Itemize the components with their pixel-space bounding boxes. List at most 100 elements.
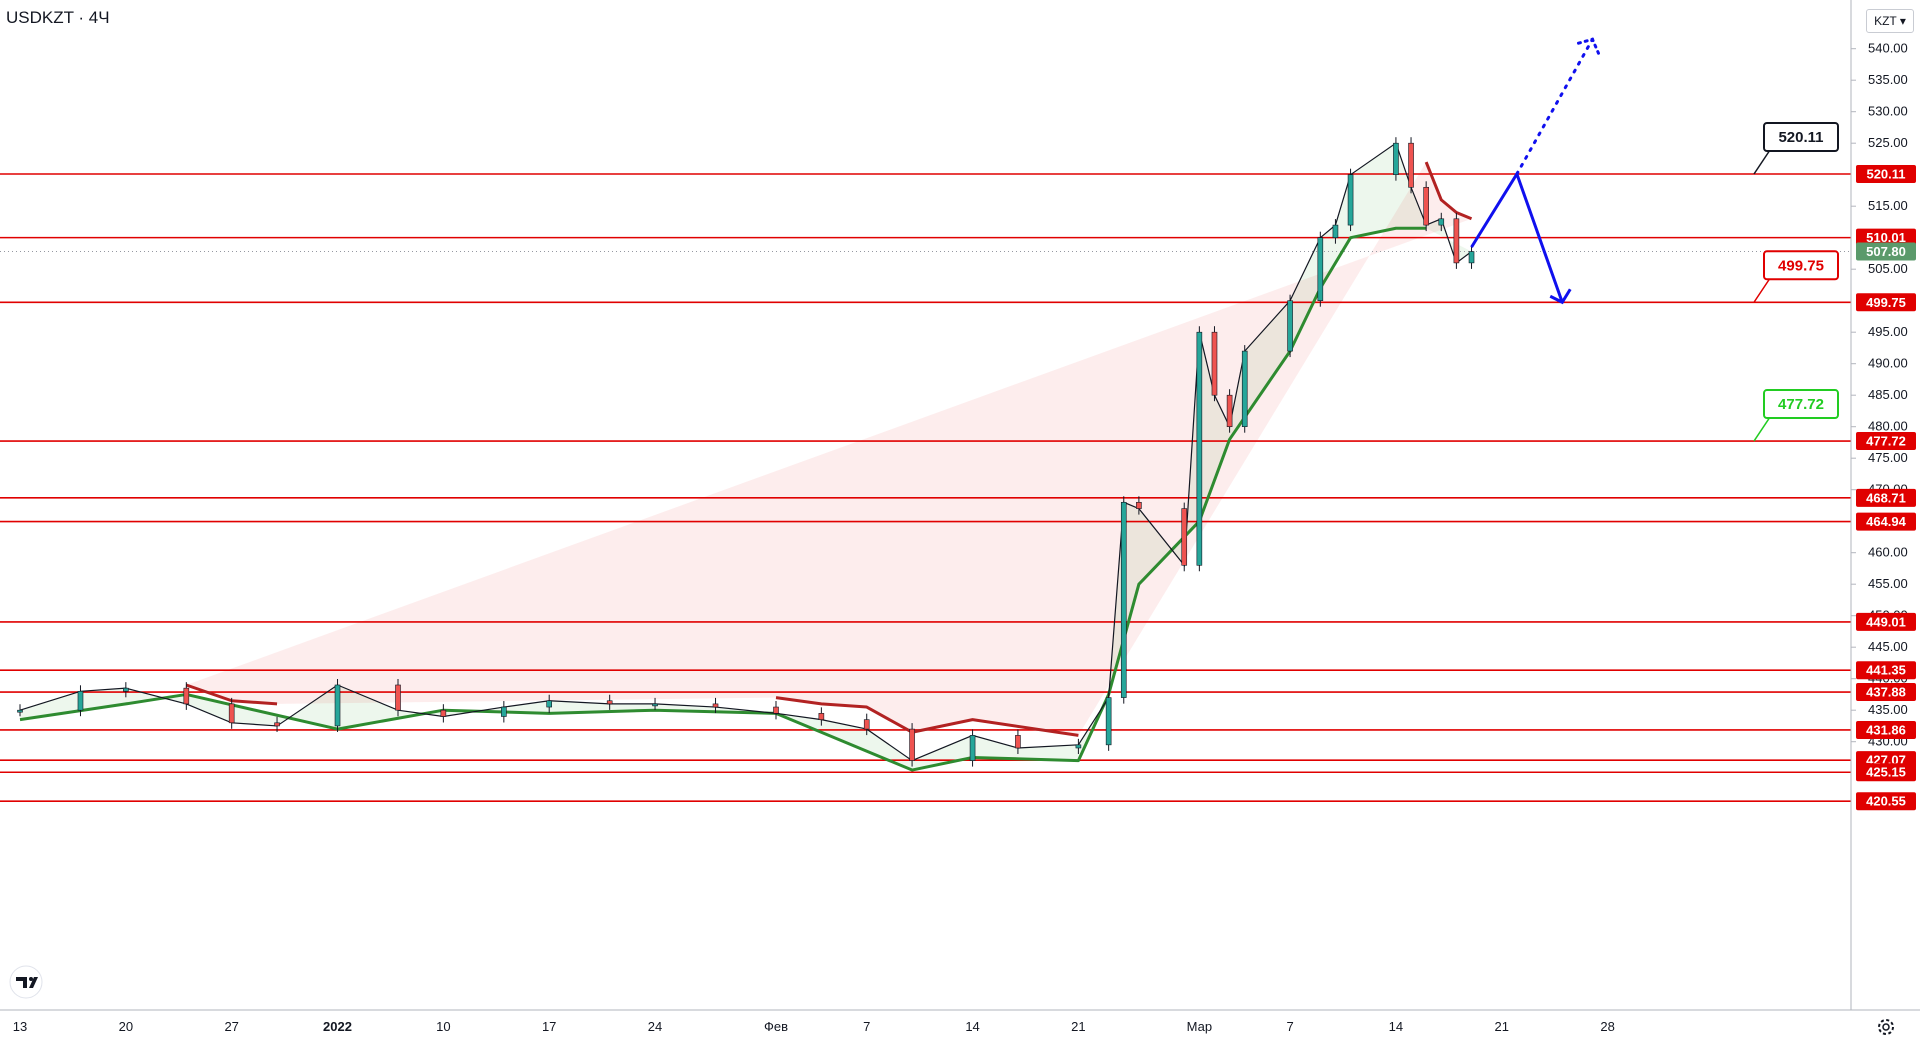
- candle-body: [440, 709, 447, 717]
- bull-trail-line: [19, 226, 1427, 772]
- level-price-label: 441.35: [1866, 663, 1906, 678]
- candle-body: [17, 709, 23, 713]
- cloud-fills: [20, 143, 1472, 771]
- forecast-arrowhead: [1549, 288, 1572, 305]
- level-price-box: [1856, 432, 1916, 451]
- candle-body: [546, 700, 553, 708]
- level-price-label: 464.94: [1866, 514, 1907, 529]
- price-tick-label: 490.00: [1868, 356, 1908, 371]
- candle-body: [1317, 237, 1324, 301]
- candle-body: [818, 713, 825, 720]
- candle-body: [1347, 174, 1354, 226]
- level-price-label: 437.88: [1866, 685, 1906, 700]
- candle-body: [1468, 251, 1475, 264]
- candle-body: [712, 703, 719, 708]
- candle-body: [1438, 218, 1445, 226]
- price-tick-label: 460.00: [1868, 545, 1908, 560]
- time-tick-label: 2022: [323, 1019, 352, 1034]
- candle-body: [1408, 142, 1414, 188]
- last-price-label: 507.80: [1866, 244, 1906, 259]
- candle-body: [1453, 218, 1460, 264]
- candle-body: [652, 703, 658, 707]
- price-tick-label: 480.00: [1868, 419, 1908, 434]
- level-price-label: 510.01: [1866, 230, 1906, 245]
- level-price-label: 449.01: [1866, 614, 1906, 629]
- time-tick-label: 7: [863, 1019, 870, 1034]
- callout-box: [1763, 389, 1839, 420]
- level-price-box: [1856, 763, 1916, 782]
- time-tick-label: 24: [648, 1019, 662, 1034]
- candle-body: [1226, 394, 1233, 427]
- level-price-box: [1856, 661, 1916, 680]
- callout-box: [1763, 122, 1839, 152]
- callout-box: [1763, 250, 1839, 281]
- level-price-label: 425.15: [1866, 765, 1906, 780]
- level-lines: [0, 173, 1851, 803]
- candle-body: [183, 687, 190, 705]
- candle-body: [228, 703, 235, 724]
- time-tick-label: 27: [224, 1019, 238, 1034]
- price-tick-label: 530.00: [1868, 104, 1908, 119]
- candle-body: [274, 722, 280, 727]
- candle-body: [1015, 735, 1021, 749]
- bear-cloud-fill: [186, 162, 1472, 736]
- candle-body: [1105, 697, 1112, 746]
- tradingview-logo[interactable]: [9, 965, 43, 999]
- level-price-box: [1856, 228, 1916, 247]
- callout-pointer: [1753, 149, 1771, 175]
- candle-body: [501, 706, 507, 717]
- callout-label: 477.72: [1778, 396, 1824, 413]
- candle-body: [1181, 508, 1188, 566]
- settings-gear-icon[interactable]: [1878, 1019, 1894, 1035]
- currency-selector[interactable]: KZT ▾: [1866, 9, 1914, 33]
- time-tick-label: Фев: [764, 1019, 788, 1034]
- time-tick-label: 17: [542, 1019, 556, 1034]
- price-tick-label: 475.00: [1868, 450, 1908, 465]
- level-price-box: [1856, 720, 1916, 739]
- level-price-box: [1856, 683, 1916, 702]
- level-price-box: [1856, 165, 1916, 183]
- bear-trail-line: [1424, 161, 1473, 221]
- candle-body: [123, 687, 129, 692]
- price-tick-label: 495.00: [1868, 324, 1908, 339]
- time-tick-label: 14: [1389, 1019, 1403, 1034]
- level-price-box: [1856, 293, 1916, 312]
- price-callouts: 520.11 499.75 477.72: [1753, 122, 1839, 442]
- price-tick-label: 535.00: [1868, 72, 1908, 87]
- candle-body: [1287, 300, 1293, 352]
- currency-label: KZT: [1874, 14, 1897, 28]
- candle-body: [1423, 186, 1429, 226]
- callout-pointer: [1753, 416, 1771, 442]
- candle-body: [395, 684, 401, 711]
- time-tick-label: 13: [13, 1019, 27, 1034]
- candle-body: [1196, 331, 1203, 566]
- callout-label: 499.75: [1778, 257, 1824, 274]
- price-tick-label: 485.00: [1868, 387, 1908, 402]
- time-tick-label: Мар: [1187, 1019, 1212, 1034]
- level-price-box: [1856, 612, 1916, 631]
- price-series: [17, 137, 1475, 767]
- level-price-label: 499.75: [1866, 295, 1906, 310]
- candle-body: [1120, 501, 1127, 698]
- level-price-label: 420.55: [1866, 794, 1906, 809]
- price-axis-level-labels: 520.11 510.01 499.75 477.72 468.71 464.94 449.…: [1856, 165, 1916, 811]
- time-tick-label: 7: [1286, 1019, 1293, 1034]
- candle-body: [1241, 350, 1248, 427]
- price-tick-label: 435.00: [1868, 702, 1908, 717]
- breakout-forecast: [1515, 37, 1594, 176]
- candle-body: [773, 706, 779, 714]
- callout-label: 520.11: [1778, 129, 1823, 146]
- time-axis-ticks[interactable]: 13 20 27 2022 10 17 24 Фев 7 14 21 Мар 7 14 21 28: [13, 1019, 1615, 1034]
- level-price-box: [1856, 792, 1916, 811]
- symbol-title: USDKZT · 4Ч: [6, 8, 110, 27]
- candle-body: [77, 690, 84, 711]
- price-tick-label: 540.00: [1868, 41, 1908, 56]
- bear-trail-line: [775, 696, 1079, 737]
- breakout-arrowhead: [1576, 37, 1600, 55]
- candle-body: [1211, 331, 1218, 396]
- level-price-label: 520.11: [1866, 167, 1905, 182]
- price-tick-label: 515.00: [1868, 198, 1908, 213]
- time-tick-label: 21: [1495, 1019, 1509, 1034]
- time-tick-label: 14: [965, 1019, 979, 1034]
